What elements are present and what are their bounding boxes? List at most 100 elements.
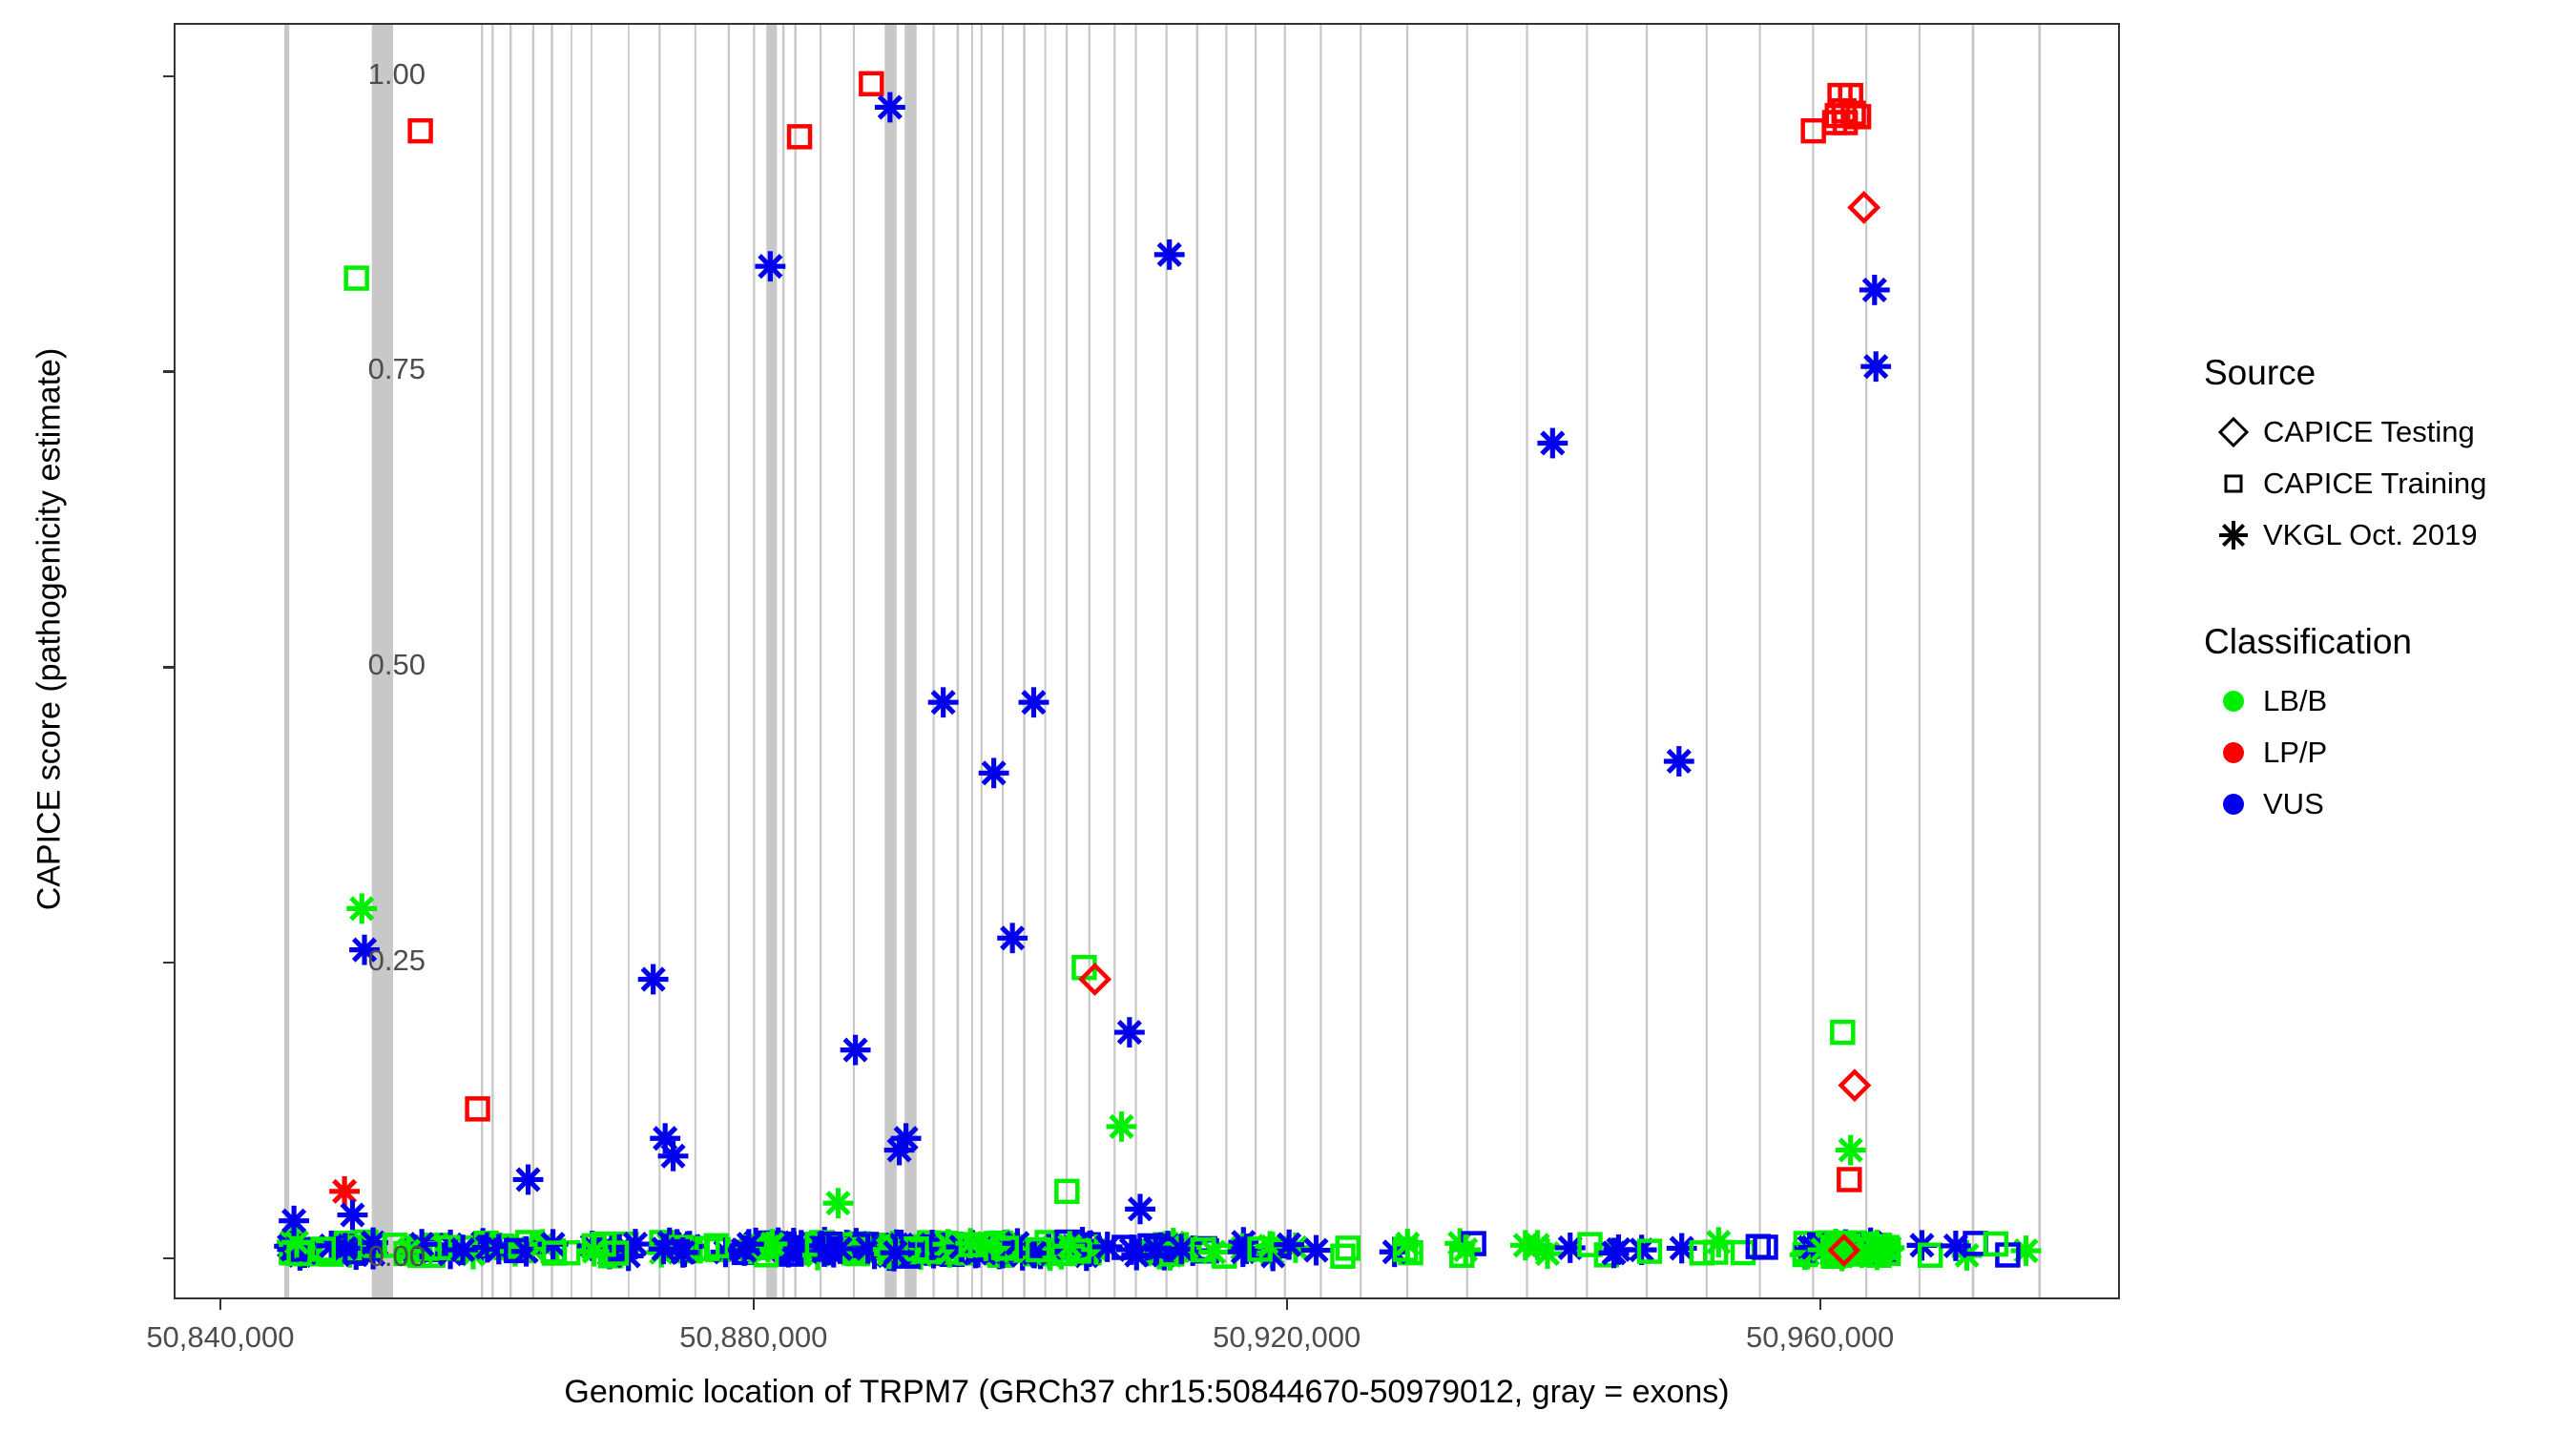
- asterisk-marker: [1169, 1236, 1195, 1262]
- data-point: [393, 1235, 424, 1267]
- legend-title-source: Source: [2204, 353, 2316, 392]
- asterisk-marker: [351, 937, 378, 963]
- legend-item-classification-2[interactable]: VUS: [2204, 778, 2566, 830]
- data-point: [1636, 1238, 1663, 1264]
- scatter-plot-svg: [274, 25, 2042, 1297]
- data-point: [1730, 1239, 1756, 1266]
- asterisk-marker: [1942, 1233, 1968, 1259]
- exon-bars-layer: [283, 25, 2042, 1297]
- exon-bar: [551, 25, 553, 1297]
- square-marker: [1636, 1238, 1663, 1264]
- legend-item-classification-0[interactable]: LB/B: [2204, 675, 2566, 727]
- legend-item-source-2[interactable]: VKGL Oct. 2019: [2204, 509, 2566, 561]
- exon-bar: [1865, 25, 1868, 1297]
- data-point: [733, 1229, 764, 1260]
- data-point: [993, 1235, 1020, 1261]
- data-point: [880, 1237, 911, 1269]
- asterisk-marker: [1116, 1020, 1142, 1046]
- diamond-marker: [1078, 963, 1112, 996]
- asterisk-marker: [935, 1232, 961, 1257]
- data-point: [637, 964, 669, 995]
- legend-item-classification-1[interactable]: LP/P: [2204, 727, 2566, 778]
- x-tick-mark: [218, 1299, 222, 1310]
- data-point: [997, 923, 1028, 954]
- data-point: [822, 1188, 854, 1219]
- legend-item-label: CAPICE Training: [2263, 467, 2487, 500]
- legend-item-source-0[interactable]: CAPICE Testing: [2204, 406, 2566, 458]
- data-point: [1917, 1242, 1943, 1268]
- exon-bar: [1526, 25, 1528, 1297]
- exon-bar: [1195, 25, 1199, 1297]
- data-point: [1125, 1193, 1155, 1225]
- exon-bar: [1319, 25, 1322, 1297]
- data-point: [1940, 1231, 1971, 1261]
- data-point: [1554, 1233, 1586, 1263]
- square-marker: [786, 124, 813, 150]
- exon-bar: [481, 25, 484, 1297]
- exon-bar: [1586, 25, 1589, 1297]
- asterisk-marker: [755, 1234, 780, 1260]
- exon-bar: [571, 25, 572, 1297]
- data-point: [1832, 110, 1859, 135]
- asterisk-marker: [1512, 1233, 1538, 1258]
- square-marker: [1917, 1242, 1943, 1268]
- x-tick-label: 50,920,000: [1213, 1320, 1361, 1354]
- data-point: [840, 1034, 871, 1066]
- asterisk-marker: [958, 1231, 984, 1256]
- exon-bar: [1065, 25, 1069, 1297]
- exon-bar: [1360, 25, 1362, 1297]
- data-point: [1091, 1232, 1123, 1262]
- square-marker: [1745, 1234, 1772, 1259]
- data-point: [1140, 1233, 1172, 1264]
- legend-classification-rows: LB/B LP/P VUS: [2204, 675, 2566, 830]
- exon-bar: [1645, 25, 1649, 1297]
- data-point: [1153, 238, 1185, 270]
- asterisk-marker: [842, 1037, 868, 1063]
- asterisk-marker: [349, 896, 375, 922]
- asterisk-icon: [2204, 516, 2263, 554]
- square-marker: [1054, 1178, 1080, 1205]
- asterisk-marker: [332, 1235, 358, 1261]
- data-point: [329, 1233, 361, 1264]
- legend-title-classification: Classification: [2204, 622, 2412, 661]
- legend-item-source-1[interactable]: CAPICE Training: [2204, 458, 2566, 509]
- exon-bar: [491, 25, 494, 1297]
- data-point: [349, 934, 380, 965]
- data-point: [1450, 1234, 1482, 1265]
- red-dot-icon: [2204, 734, 2263, 772]
- x-tick-mark: [1285, 1299, 1289, 1310]
- asterisk-marker: [1706, 1230, 1732, 1255]
- x-tick-label: 50,960,000: [1746, 1320, 1895, 1354]
- blue-dot-icon: [2204, 785, 2263, 823]
- asterisk-marker: [1127, 1196, 1153, 1222]
- data-point: [648, 1234, 679, 1265]
- exon-bar: [694, 25, 696, 1297]
- data-point: [346, 893, 378, 924]
- data-point: [447, 1234, 479, 1266]
- data-point: [657, 1140, 689, 1172]
- square-marker: [1335, 1235, 1361, 1261]
- exon-bar: [904, 25, 917, 1297]
- square-marker: [465, 1096, 490, 1122]
- asterisk-marker: [816, 1237, 841, 1263]
- square-marker: [993, 1235, 1020, 1261]
- data-point: [1300, 1234, 1332, 1266]
- data-point: [1335, 1235, 1361, 1261]
- square-marker: [310, 1236, 336, 1262]
- data-point: [667, 1236, 698, 1268]
- diamond-marker: [1847, 191, 1881, 224]
- data-point: [695, 1235, 720, 1261]
- square-marker: [1689, 1240, 1715, 1266]
- y-tick-label: 0.50: [367, 648, 426, 682]
- data-point: [343, 265, 369, 291]
- legend-source-rows: CAPICE Testing CAPICE Training VKGL Oct. 2…: [2204, 406, 2566, 561]
- legend-item-label: VUS: [2263, 787, 2324, 820]
- data-point: [874, 92, 905, 123]
- data-point: [1054, 1178, 1080, 1205]
- legend-group-source: Source CAPICE Testing CAPICE Training VKGL…: [2204, 353, 2566, 561]
- data-point: [1106, 1110, 1137, 1142]
- square-marker: [1845, 104, 1872, 130]
- exon-bar: [2038, 25, 2042, 1297]
- asterisk-marker: [736, 1232, 761, 1257]
- data-point: [1509, 1230, 1541, 1261]
